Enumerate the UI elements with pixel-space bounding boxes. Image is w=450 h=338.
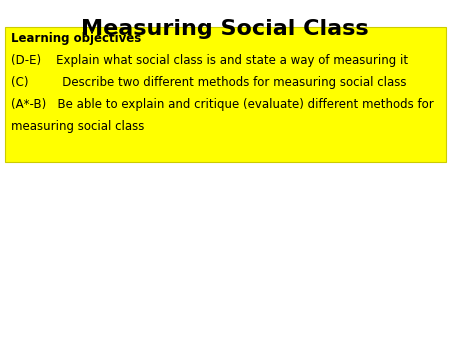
Text: (C)         Describe two different methods for measuring social class: (C) Describe two different methods for m…	[11, 76, 407, 89]
Text: measuring social class: measuring social class	[11, 120, 144, 133]
Text: (A*-B)   Be able to explain and critique (evaluate) different methods for: (A*-B) Be able to explain and critique (…	[11, 98, 434, 111]
Text: Learning objectives: Learning objectives	[11, 32, 141, 45]
FancyBboxPatch shape	[4, 27, 446, 162]
Text: Measuring Social Class: Measuring Social Class	[81, 19, 369, 39]
Text: (D-E)    Explain what social class is and state a way of measuring it: (D-E) Explain what social class is and s…	[11, 54, 409, 67]
